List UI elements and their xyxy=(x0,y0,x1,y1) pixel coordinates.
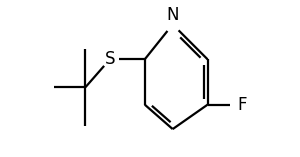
Text: N: N xyxy=(167,6,179,24)
Text: F: F xyxy=(237,96,247,114)
Text: S: S xyxy=(105,50,115,68)
